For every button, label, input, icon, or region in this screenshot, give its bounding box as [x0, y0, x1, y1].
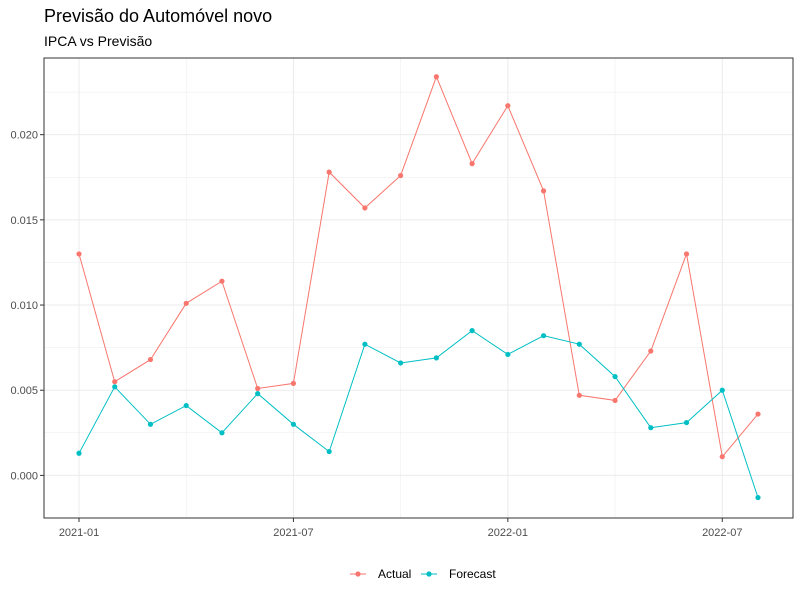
data-point-actual	[76, 251, 82, 257]
data-point-forecast	[683, 419, 690, 426]
x-tick-label: 2021-01	[59, 527, 99, 539]
data-point-actual	[612, 397, 618, 404]
data-point-forecast	[755, 494, 761, 501]
data-point-forecast	[362, 341, 368, 347]
y-tick-label: 0.005	[10, 385, 38, 397]
data-point-actual	[362, 205, 368, 211]
chart-title: Previsão do Automóvel novo	[44, 6, 273, 26]
data-point-actual	[755, 411, 761, 417]
data-point-actual	[398, 172, 404, 179]
data-point-actual	[183, 300, 189, 306]
data-point-actual	[576, 392, 582, 398]
grid-lines	[44, 58, 793, 519]
data-point-actual	[433, 74, 439, 80]
series-line-actual	[78, 75, 759, 458]
data-point-actual	[469, 161, 475, 167]
data-point-forecast	[112, 384, 118, 390]
data-point-actual	[112, 379, 118, 385]
x-tick-label: 2021-07	[273, 527, 313, 539]
data-point-forecast	[505, 351, 511, 358]
legend-key-point	[426, 571, 432, 577]
y-tick-label: 0.020	[10, 130, 38, 142]
data-point-forecast	[398, 360, 404, 366]
data-point-forecast	[290, 421, 297, 427]
data-point-actual	[326, 169, 332, 175]
x-tick-label: 2022-07	[702, 527, 742, 539]
data-point-actual	[255, 385, 261, 392]
data-point-forecast	[469, 327, 475, 334]
data-point-actual	[683, 251, 690, 257]
axis-ticks: 0.000 0.005 0.010 0.015 0.020 2021-01 2021-07 2…	[10, 130, 742, 539]
data-point-forecast	[76, 450, 82, 456]
series-layer	[76, 74, 761, 501]
data-point-forecast	[147, 421, 154, 427]
data-point-actual	[219, 278, 225, 284]
y-tick-label: 0.000	[10, 470, 38, 482]
data-point-forecast	[540, 333, 547, 339]
legend: Actual Forecast	[350, 567, 496, 581]
data-point-actual	[540, 188, 547, 194]
data-point-forecast	[219, 430, 225, 436]
data-point-forecast	[719, 387, 725, 393]
data-point-actual	[505, 103, 511, 109]
legend-label: Actual	[378, 567, 411, 581]
data-point-forecast	[326, 448, 332, 455]
data-point-actual	[290, 380, 297, 387]
y-tick-label: 0.010	[10, 300, 38, 312]
data-point-forecast	[433, 355, 439, 361]
chart-subtitle: IPCA vs Previsão	[44, 33, 153, 49]
data-point-forecast	[612, 373, 618, 380]
x-tick-label: 2022-01	[488, 527, 528, 539]
data-point-forecast	[648, 425, 654, 431]
data-point-actual	[648, 348, 654, 354]
plot-border	[43, 57, 794, 519]
series-line-forecast	[78, 329, 759, 498]
data-point-forecast	[255, 391, 261, 397]
data-point-forecast	[576, 341, 582, 347]
legend-label: Forecast	[449, 567, 496, 581]
data-point-actual	[147, 356, 154, 363]
y-tick-label: 0.015	[10, 215, 38, 227]
data-point-forecast	[183, 402, 189, 409]
data-point-actual	[719, 454, 725, 460]
legend-key-point	[355, 571, 361, 577]
